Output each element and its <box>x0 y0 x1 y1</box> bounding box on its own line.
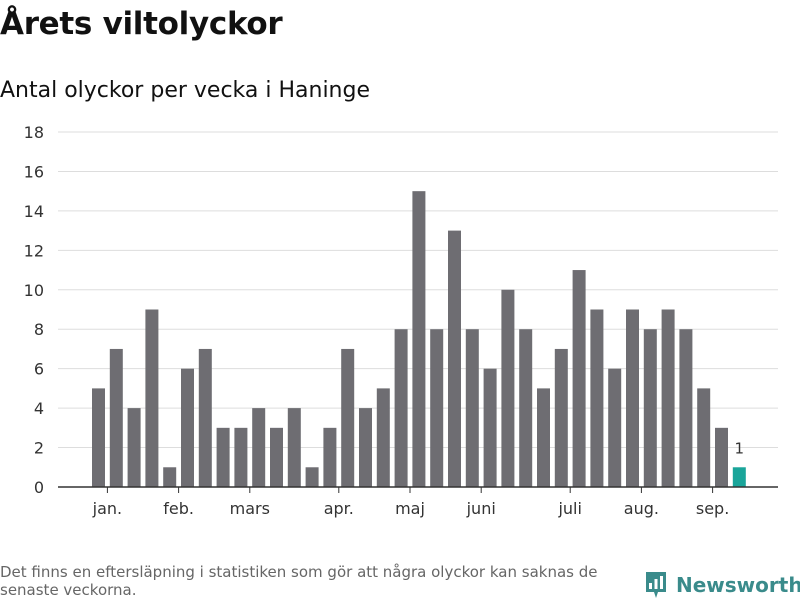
brand-logo[interactable]: Newsworthy <box>644 568 800 602</box>
y-tick-label: 0 <box>34 478 44 497</box>
bar <box>127 408 141 487</box>
bar <box>287 408 301 487</box>
bar <box>608 368 622 487</box>
bar <box>198 348 212 487</box>
chart-subtitle: Antal olyckor per vecka i Haninge <box>0 78 370 103</box>
bar <box>554 348 568 487</box>
bar <box>572 270 586 487</box>
y-tick-label: 6 <box>34 360 44 379</box>
bar <box>341 348 355 487</box>
bar <box>270 427 283 487</box>
brand-name: Newsworthy <box>676 573 800 597</box>
bar <box>216 427 230 487</box>
bar-chart: 0 2 4 6 8 10 12 14 16 18 1 jan. feb. mars apr. maj juni j… <box>24 123 778 518</box>
x-tick-label: maj <box>395 499 425 518</box>
x-tick-label: jan. <box>92 499 122 518</box>
bar <box>109 348 123 487</box>
bar <box>305 467 319 487</box>
bar <box>430 329 444 487</box>
bar <box>732 467 746 487</box>
bar <box>661 309 675 487</box>
bar <box>519 329 533 487</box>
x-tick-label: aug. <box>624 499 659 518</box>
bar <box>376 388 390 487</box>
bar <box>323 427 337 487</box>
newsworthy-logo-icon <box>646 572 666 598</box>
y-tick-label: 14 <box>24 202 44 221</box>
bar <box>359 408 372 487</box>
y-tick-label: 12 <box>24 241 44 260</box>
bar <box>465 329 479 487</box>
bar <box>715 427 728 487</box>
bar <box>412 191 426 487</box>
y-tick-label: 4 <box>34 399 44 418</box>
y-tick-label: 10 <box>24 281 44 300</box>
footnote: Det finns en eftersläpning i statistiken… <box>0 563 598 599</box>
bar <box>679 329 693 487</box>
bar <box>697 388 711 487</box>
bar <box>163 467 177 487</box>
y-tick-label: 2 <box>34 439 44 458</box>
bar <box>590 309 604 487</box>
chart-title: Årets viltolyckor <box>0 6 283 42</box>
bar <box>537 388 550 487</box>
bar <box>643 329 657 487</box>
x-tick-label: sep. <box>696 499 729 518</box>
x-tick-label: juli <box>557 499 581 518</box>
bar <box>181 368 194 487</box>
y-tick-label: 16 <box>24 162 44 181</box>
x-tick-label: apr. <box>324 499 354 518</box>
x-tick-label: mars <box>230 499 270 518</box>
bar <box>448 230 461 487</box>
y-tick-label: 8 <box>34 320 44 339</box>
y-tick-label: 18 <box>24 123 44 142</box>
bar <box>501 289 515 487</box>
x-tick-label: juni <box>466 499 496 518</box>
x-tick-label: feb. <box>163 499 194 518</box>
bar <box>92 388 105 487</box>
bar <box>234 427 248 487</box>
bar <box>626 309 639 487</box>
bar <box>483 368 497 487</box>
data-label: 1 <box>735 439 745 457</box>
bar <box>252 408 266 487</box>
bar <box>145 309 159 487</box>
bar <box>394 329 408 487</box>
